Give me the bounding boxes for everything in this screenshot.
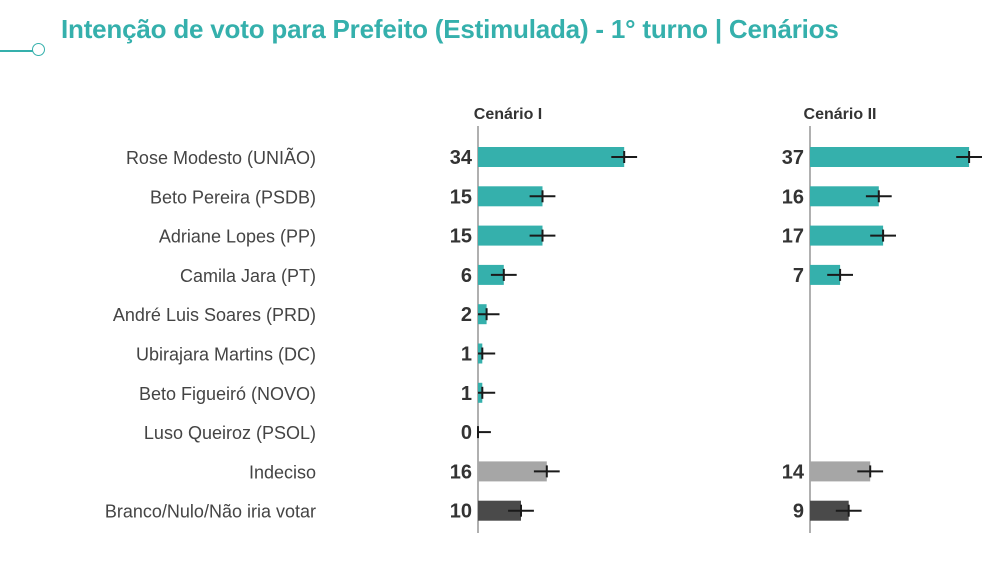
- bar: [810, 225, 884, 246]
- bar: [810, 500, 849, 521]
- data-label: 10: [450, 501, 472, 523]
- category-label: Indeciso: [249, 462, 316, 482]
- bar: [810, 186, 879, 207]
- scenario-header: Cenário I: [474, 106, 542, 123]
- data-label: 14: [782, 461, 805, 483]
- data-label: 1: [461, 383, 472, 405]
- bar: [810, 147, 970, 167]
- category-label: Adriane Lopes (PP): [159, 227, 316, 247]
- data-label: 6: [461, 265, 472, 287]
- data-label: 16: [450, 461, 472, 483]
- data-label: 2: [461, 304, 472, 326]
- title-decoration-line: [0, 50, 33, 52]
- title-decoration-circle-icon: [32, 43, 45, 56]
- data-label: 1: [461, 344, 472, 366]
- category-label: André Luis Soares (PRD): [113, 305, 316, 325]
- data-label: 34: [450, 147, 473, 169]
- data-label: 7: [793, 265, 804, 287]
- bar: [478, 147, 625, 167]
- data-label: 15: [450, 226, 472, 248]
- scenario-header: Cenário II: [804, 106, 877, 123]
- bar: [478, 186, 543, 207]
- category-label: Beto Pereira (PSDB): [150, 187, 316, 207]
- category-label: Branco/Nulo/Não iria votar: [105, 502, 316, 522]
- category-label: Beto Figueiró (NOVO): [139, 384, 316, 404]
- category-label: Luso Queiroz (PSOL): [144, 423, 316, 443]
- category-label: Rose Modesto (UNIÃO): [126, 147, 316, 168]
- data-label: 37: [782, 147, 804, 169]
- data-label: 17: [782, 226, 804, 248]
- data-label: 16: [782, 186, 804, 208]
- category-label: Camila Jara (PT): [180, 266, 316, 286]
- bar: [478, 500, 521, 521]
- bar: [478, 461, 547, 482]
- category-label: Ubirajara Martins (DC): [136, 345, 316, 365]
- chart-title: Intenção de voto para Prefeito (Estimula…: [61, 14, 839, 44]
- bar: [810, 264, 841, 285]
- data-label: 9: [793, 501, 804, 523]
- data-label: 15: [450, 186, 472, 208]
- bar: [478, 225, 543, 246]
- data-label: 0: [461, 422, 472, 444]
- bar: [810, 461, 871, 482]
